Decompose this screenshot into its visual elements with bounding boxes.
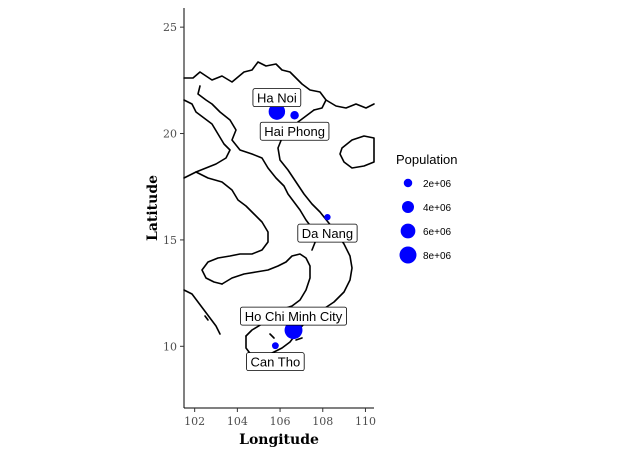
legend-key bbox=[403, 178, 413, 188]
thailand-coast bbox=[183, 289, 221, 335]
legend-items: 2e+06 4e+06 6e+06 8e+06 bbox=[399, 178, 452, 264]
x-tick-label: 104 bbox=[227, 415, 248, 428]
china-coast bbox=[325, 99, 375, 109]
island-3 bbox=[204, 315, 209, 321]
axes: 102 104 106 108 110 10 15 20 25 Longitude Latit… bbox=[145, 8, 376, 448]
legend-key bbox=[402, 201, 414, 213]
city-label-text: Ho Chi Minh City bbox=[245, 309, 343, 324]
city-label-box bbox=[252, 88, 302, 108]
city-label-ha-noi: Ha Noi bbox=[252, 88, 302, 108]
city-point-ho-chi-minh-city bbox=[284, 321, 303, 340]
legend-key bbox=[399, 246, 417, 264]
city-point-da-nang bbox=[324, 214, 331, 221]
china-border bbox=[183, 61, 327, 111]
x-ticks: 102 104 106 108 110 bbox=[184, 408, 376, 428]
x-tick-label: 110 bbox=[355, 415, 376, 428]
city-labels: Ha Noi Hai Phong Da Nang Ho Chi Minh City Ca… bbox=[240, 88, 358, 372]
y-tick-label: 15 bbox=[163, 234, 177, 247]
legend-label: 8e+06 bbox=[423, 251, 452, 262]
city-label-text: Da Nang bbox=[302, 226, 353, 241]
vietnam-coast bbox=[245, 109, 353, 361]
legend-key bbox=[400, 223, 416, 239]
city-label-text: Hai Phong bbox=[264, 124, 325, 139]
hainan-island bbox=[339, 135, 375, 169]
x-tick-label: 106 bbox=[270, 415, 291, 428]
x-axis-title: Longitude bbox=[239, 432, 319, 448]
city-label-box bbox=[297, 223, 358, 243]
city-points bbox=[268, 103, 331, 350]
legend: Population 2e+06 4e+06 6e+06 8e+06 bbox=[396, 152, 457, 264]
island-2 bbox=[295, 337, 303, 341]
legend-label: 4e+06 bbox=[423, 203, 452, 214]
city-point-can-tho bbox=[271, 342, 279, 350]
legend-title: Population bbox=[396, 152, 457, 167]
y-tick-label: 20 bbox=[163, 128, 177, 141]
legend-label: 6e+06 bbox=[423, 227, 452, 238]
city-label-ho-chi-minh-city: Ho Chi Minh City bbox=[240, 306, 347, 326]
laos-vietnam-border bbox=[197, 85, 317, 251]
city-label-box bbox=[240, 306, 347, 326]
city-label-text: Ha Noi bbox=[257, 91, 297, 106]
city-label-text: Can Tho bbox=[251, 355, 301, 370]
island-1 bbox=[269, 333, 275, 339]
city-label-box bbox=[259, 121, 330, 141]
country-borders bbox=[183, 61, 375, 361]
y-ticks: 10 15 20 25 bbox=[163, 21, 184, 353]
thailand-inner-border bbox=[195, 171, 269, 285]
x-tick-label: 102 bbox=[184, 415, 205, 428]
city-label-hai-phong: Hai Phong bbox=[259, 121, 330, 141]
y-tick-label: 25 bbox=[163, 21, 177, 34]
city-point-ha-noi bbox=[268, 103, 286, 120]
city-point-hai-phong bbox=[290, 110, 299, 120]
city-label-can-tho: Can Tho bbox=[246, 352, 305, 372]
city-label-box bbox=[246, 352, 305, 372]
y-axis-title: Latitude bbox=[145, 175, 161, 241]
laos-thailand-border bbox=[183, 99, 231, 179]
legend-label: 2e+06 bbox=[423, 179, 452, 190]
y-tick-label: 10 bbox=[163, 340, 177, 353]
city-label-da-nang: Da Nang bbox=[297, 223, 358, 243]
x-tick-label: 108 bbox=[312, 415, 333, 428]
